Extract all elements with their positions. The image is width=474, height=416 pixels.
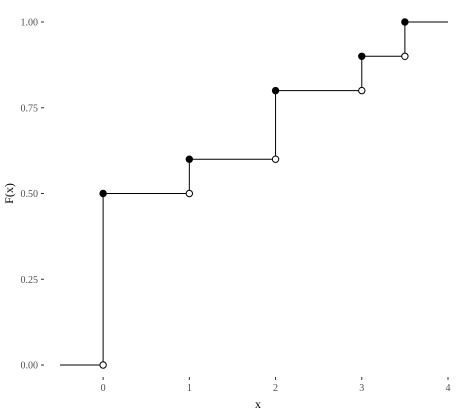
- closed-point: [271, 86, 280, 95]
- closed-point: [401, 18, 409, 26]
- plot-area: [60, 18, 448, 369]
- y-tick-label: 0.75: [21, 103, 39, 114]
- open-point: [185, 189, 194, 198]
- open-point: [358, 86, 366, 95]
- y-tick-label: 0.25: [21, 275, 39, 286]
- x-axis-title: x: [255, 397, 261, 411]
- open-point: [401, 52, 409, 60]
- y-tick-label: 1.00: [21, 18, 39, 29]
- x-tick-label: 2: [273, 383, 278, 394]
- x-tick-label: 4: [446, 383, 451, 394]
- closed-point: [185, 155, 194, 163]
- y-tick-label: 0.00: [21, 361, 39, 372]
- x-tick-label: 1: [187, 383, 192, 394]
- x-tick-label: 0: [101, 383, 106, 394]
- axes: 0.00 0.25 0.50 0.75 1.00 0 1 2 3 4: [21, 18, 451, 395]
- open-point: [271, 155, 280, 163]
- x-tick-label: 3: [359, 383, 364, 394]
- y-axis-title: F(x): [2, 183, 16, 204]
- open-point: [99, 361, 107, 369]
- closed-point: [99, 189, 107, 198]
- y-tick-label: 0.50: [21, 189, 39, 200]
- closed-point: [358, 52, 366, 60]
